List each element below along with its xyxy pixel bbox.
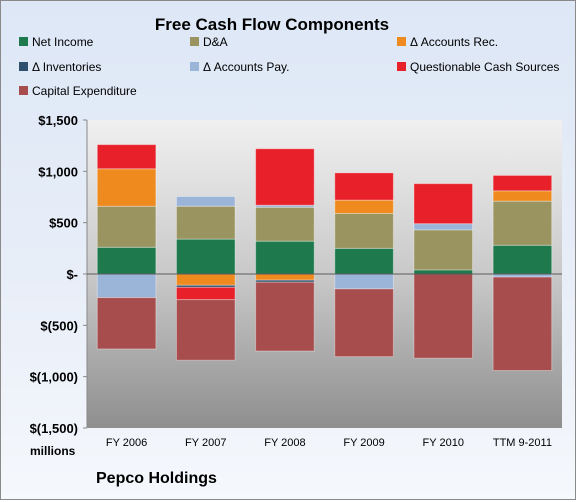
legend-swatch-questionable-cash-sources bbox=[397, 62, 406, 71]
legend-label-capital-expenditure: Capital Expenditure bbox=[32, 84, 137, 98]
bar-segment-questionable-cash-sources bbox=[96, 144, 157, 170]
x-tick-label: FY 2010 bbox=[423, 437, 464, 449]
bar-segment-capital-expenditure bbox=[175, 299, 236, 361]
bar-segment-accounts-pay bbox=[334, 273, 394, 290]
bar-segment-accounts-rec bbox=[255, 273, 315, 281]
bar-segment-capital-expenditure bbox=[413, 273, 474, 359]
bar-segment-capital-expenditure bbox=[492, 276, 553, 372]
legend-label-inventories: Δ Inventories bbox=[32, 60, 101, 74]
bar-segment-net-income bbox=[413, 269, 474, 275]
legend-swatch-accounts-pay bbox=[190, 62, 199, 71]
bar-segment-accounts-pay bbox=[175, 195, 236, 207]
bar-segment-net-income bbox=[175, 238, 236, 275]
bar-segment-d-a bbox=[413, 229, 474, 271]
legend-swatch-net-income bbox=[19, 37, 28, 46]
bar-segment-accounts-rec bbox=[96, 168, 157, 207]
legend-label-d-a: D&A bbox=[203, 35, 228, 49]
unit-label: millions bbox=[30, 444, 76, 458]
y-tick-label: $- bbox=[66, 267, 78, 282]
bar-segment-net-income bbox=[334, 247, 394, 275]
bar-segment-d-a bbox=[175, 205, 236, 240]
bar-segment-accounts-rec bbox=[334, 199, 394, 214]
bar-segment-d-a bbox=[492, 200, 553, 246]
bars bbox=[96, 144, 553, 372]
bar-segment-capital-expenditure bbox=[334, 288, 394, 358]
bar-segment-questionable-cash-sources bbox=[334, 172, 394, 201]
x-tick-label: FY 2009 bbox=[343, 437, 384, 449]
bar-segment-net-income bbox=[255, 240, 315, 275]
y-tick-label: $1,000 bbox=[38, 164, 78, 179]
legend-label-net-income: Net Income bbox=[32, 35, 94, 49]
bar-segment-capital-expenditure bbox=[96, 297, 157, 350]
x-tick-label: FY 2008 bbox=[264, 437, 305, 449]
x-tick-label: FY 2006 bbox=[106, 437, 147, 449]
bar-segment-d-a bbox=[96, 205, 157, 248]
bar-segment-net-income bbox=[96, 246, 157, 275]
chart-title: Free Cash Flow Components bbox=[155, 15, 389, 34]
y-tick-label: $(500) bbox=[40, 318, 78, 333]
y-tick-label: $(1,000) bbox=[30, 370, 78, 385]
y-tick-label: $1,500 bbox=[38, 113, 78, 128]
legend-swatch-accounts-rec bbox=[397, 37, 406, 46]
y-axis: $1,500 $1,000 $500 $- $(500) $(1,000) $(1,500) bbox=[30, 113, 88, 436]
bar-segment-accounts-rec bbox=[492, 190, 553, 202]
legend-swatch-inventories bbox=[19, 62, 28, 71]
legend-label-accounts-rec: Δ Accounts Rec. bbox=[410, 35, 498, 49]
bar-segment-accounts-rec bbox=[175, 273, 236, 286]
bar-segment-questionable-cash-sources bbox=[492, 174, 553, 192]
legend-swatch-capital-expenditure bbox=[19, 86, 28, 95]
x-tick-label: FY 2007 bbox=[185, 437, 226, 449]
x-axis: FY 2006 FY 2007 FY 2008 FY 2009 FY 2010 TTM 9… bbox=[87, 273, 562, 449]
y-tick-label: $(1,500) bbox=[30, 421, 78, 436]
legend: Net Income D&A Δ Accounts Rec. Δ Inventorie… bbox=[19, 35, 559, 98]
bar-segment-d-a bbox=[334, 212, 394, 249]
bar-segment-accounts-pay bbox=[96, 273, 157, 299]
bar-segment-d-a bbox=[255, 206, 315, 242]
bar-segment-questionable-cash-sources bbox=[255, 148, 315, 206]
x-tick-label: TTM 9-2011 bbox=[493, 437, 552, 449]
bar-segment-accounts-pay bbox=[413, 223, 474, 231]
y-tick-label: $500 bbox=[49, 216, 78, 231]
bar-segment-questionable-cash-sources bbox=[175, 286, 236, 301]
bar-segment-net-income bbox=[492, 244, 553, 275]
bar-segment-capital-expenditure bbox=[255, 281, 315, 352]
company-name: Pepco Holdings bbox=[96, 470, 217, 487]
legend-label-questionable-cash-sources: Questionable Cash Sources bbox=[410, 60, 559, 74]
legend-label-accounts-pay: Δ Accounts Pay. bbox=[203, 60, 290, 74]
legend-swatch-d-a bbox=[190, 37, 199, 46]
bar-segment-questionable-cash-sources bbox=[413, 183, 474, 225]
